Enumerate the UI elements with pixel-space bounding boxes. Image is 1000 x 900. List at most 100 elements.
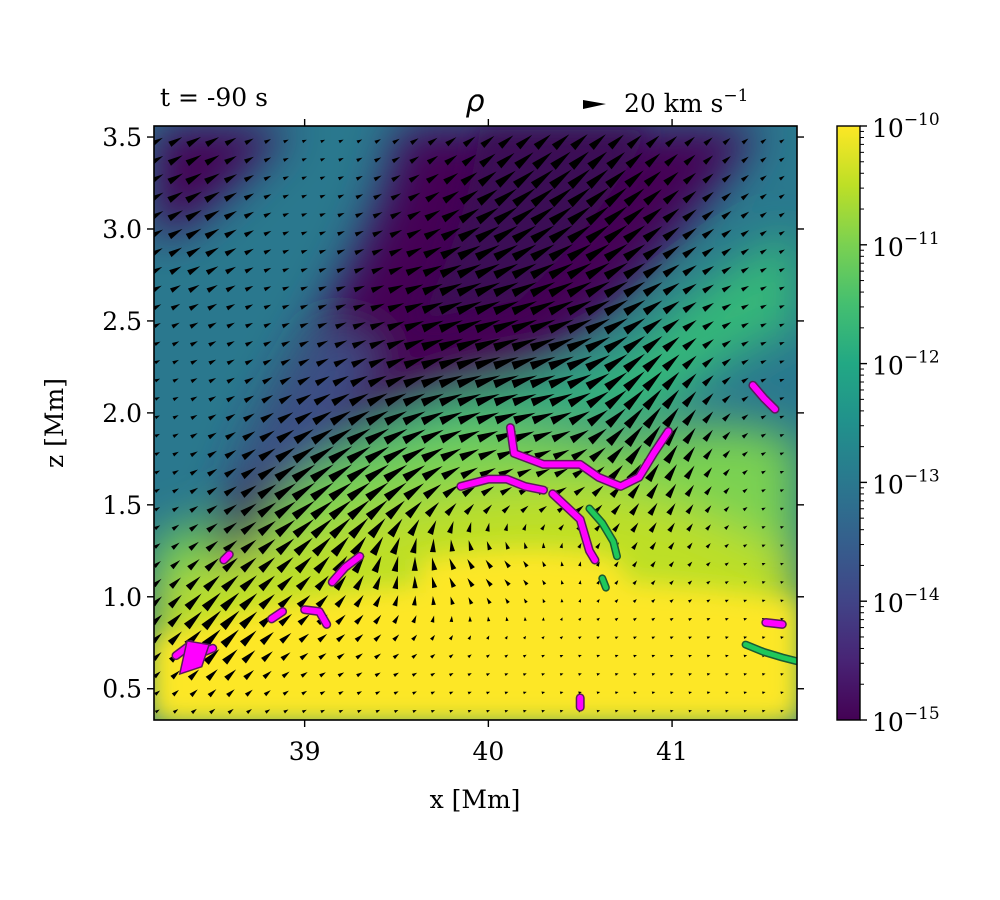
quiver-arrow bbox=[421, 338, 444, 351]
quiver-arrow bbox=[258, 575, 275, 592]
quiver-arrow bbox=[548, 225, 573, 244]
quiver-arrow bbox=[190, 359, 198, 365]
y-tick-label: 0.5 bbox=[102, 675, 142, 704]
quiver-arrow bbox=[356, 157, 363, 163]
quiver-arrow bbox=[224, 155, 237, 165]
quiver-arrow bbox=[187, 284, 200, 294]
quiver-arrow bbox=[168, 137, 183, 147]
quiver-arrow bbox=[403, 339, 425, 351]
quiver-arrow bbox=[666, 503, 676, 516]
quiver-arrow bbox=[522, 523, 527, 531]
quiver-arrow bbox=[369, 321, 386, 331]
magenta-contour bbox=[457, 476, 547, 494]
quiver-arrow bbox=[445, 137, 457, 147]
quiver-arrow bbox=[570, 134, 588, 151]
quiver-arrow bbox=[336, 286, 346, 292]
quiver-arrow bbox=[688, 636, 693, 640]
quiver-arrow bbox=[189, 689, 198, 698]
quiver-arrow bbox=[486, 673, 491, 677]
y-tick-label: 3.0 bbox=[102, 215, 142, 244]
quiver-arrow bbox=[721, 210, 732, 220]
quiver-arrow bbox=[645, 135, 660, 149]
quiver-arrow bbox=[548, 282, 574, 298]
quiver-arrow bbox=[476, 412, 500, 425]
quiver-arrow bbox=[459, 449, 480, 462]
quiver-arrow bbox=[632, 598, 637, 604]
quiver-arrow bbox=[154, 543, 161, 549]
quiver-arrow bbox=[154, 210, 164, 220]
quiver-arrow bbox=[607, 134, 624, 150]
quiver-arrow bbox=[206, 523, 218, 533]
quiver-arrow bbox=[604, 390, 627, 410]
quiver-arrow bbox=[725, 654, 729, 658]
quiver-arrow bbox=[334, 594, 347, 608]
quiver-arrow bbox=[154, 341, 161, 347]
quiver-arrow bbox=[523, 617, 527, 621]
quiver-arrow bbox=[530, 169, 554, 189]
quiver-arrow bbox=[224, 669, 237, 681]
quiver-arrow bbox=[374, 139, 381, 144]
quiver-arrow bbox=[535, 468, 551, 478]
quiver-arrow bbox=[301, 176, 308, 181]
quiver-arrow bbox=[297, 614, 310, 626]
quiver-arrow bbox=[262, 670, 272, 680]
quiver-arrow bbox=[567, 206, 591, 226]
quiver-arrow bbox=[203, 648, 220, 665]
quiver-arrow bbox=[364, 446, 390, 464]
quiver-arrow bbox=[511, 282, 537, 298]
quiver-arrow bbox=[365, 482, 389, 502]
quiver-arrow bbox=[761, 562, 766, 566]
quiver-arrow bbox=[476, 189, 498, 206]
quiver-arrow bbox=[430, 672, 436, 677]
quiver-arrow bbox=[422, 484, 442, 500]
quiver-arrow bbox=[190, 414, 198, 420]
quiver-arrow bbox=[650, 580, 656, 586]
quiver-arrow bbox=[467, 710, 472, 713]
quiver-arrow bbox=[578, 673, 582, 676]
quiver-arrow bbox=[622, 353, 646, 373]
quiver-arrow bbox=[585, 225, 610, 244]
quiver-arrow bbox=[244, 689, 253, 697]
quiver-arrow bbox=[279, 376, 292, 386]
quiver-arrow bbox=[661, 389, 680, 410]
quiver-arrow bbox=[154, 137, 163, 146]
quiver-arrow bbox=[762, 673, 766, 676]
quiver-arrow bbox=[317, 322, 328, 329]
quiver-arrow bbox=[701, 357, 714, 368]
quiver-arrow bbox=[282, 157, 289, 162]
quiver-arrow bbox=[226, 341, 235, 347]
quiver-arrow bbox=[633, 673, 637, 676]
quiver-arrow bbox=[548, 338, 574, 352]
quiver-arrow bbox=[566, 319, 593, 334]
quiver-arrow bbox=[662, 227, 680, 242]
quiver-arrow bbox=[560, 580, 564, 585]
quiver-arrow bbox=[172, 709, 179, 714]
quiver-arrow bbox=[651, 673, 656, 676]
quiver-arrow bbox=[688, 709, 693, 713]
quiver-arrow bbox=[457, 226, 481, 243]
quiver-arrow bbox=[629, 502, 640, 516]
quiver-arrow bbox=[485, 654, 490, 658]
quiver-arrow bbox=[283, 139, 289, 144]
quiver-arrow bbox=[300, 286, 309, 292]
quiver-arrow bbox=[440, 246, 462, 260]
quiver-arrow bbox=[383, 446, 408, 464]
quiver-arrow bbox=[257, 520, 276, 537]
quiver-arrow bbox=[282, 176, 289, 181]
quiver-arrow bbox=[741, 432, 749, 439]
quiver-arrow bbox=[722, 450, 731, 459]
quiver-arrow bbox=[605, 426, 626, 446]
quiver-arrow bbox=[670, 691, 674, 695]
quiver-arrow bbox=[411, 672, 418, 677]
quiver-arrow bbox=[263, 212, 272, 218]
quiver-arrow bbox=[625, 444, 643, 465]
quiver-arrow bbox=[367, 518, 386, 539]
svg-text:20 km s−1: 20 km s−1 bbox=[624, 86, 748, 118]
quiver-arrow bbox=[206, 505, 218, 514]
quiver-arrow bbox=[548, 206, 573, 226]
quiver-arrow bbox=[264, 709, 271, 714]
y-tick-label: 1.5 bbox=[102, 491, 142, 520]
quiver-arrow bbox=[300, 304, 309, 310]
quiver-arrow bbox=[779, 415, 785, 419]
quiver-arrow bbox=[402, 465, 426, 482]
